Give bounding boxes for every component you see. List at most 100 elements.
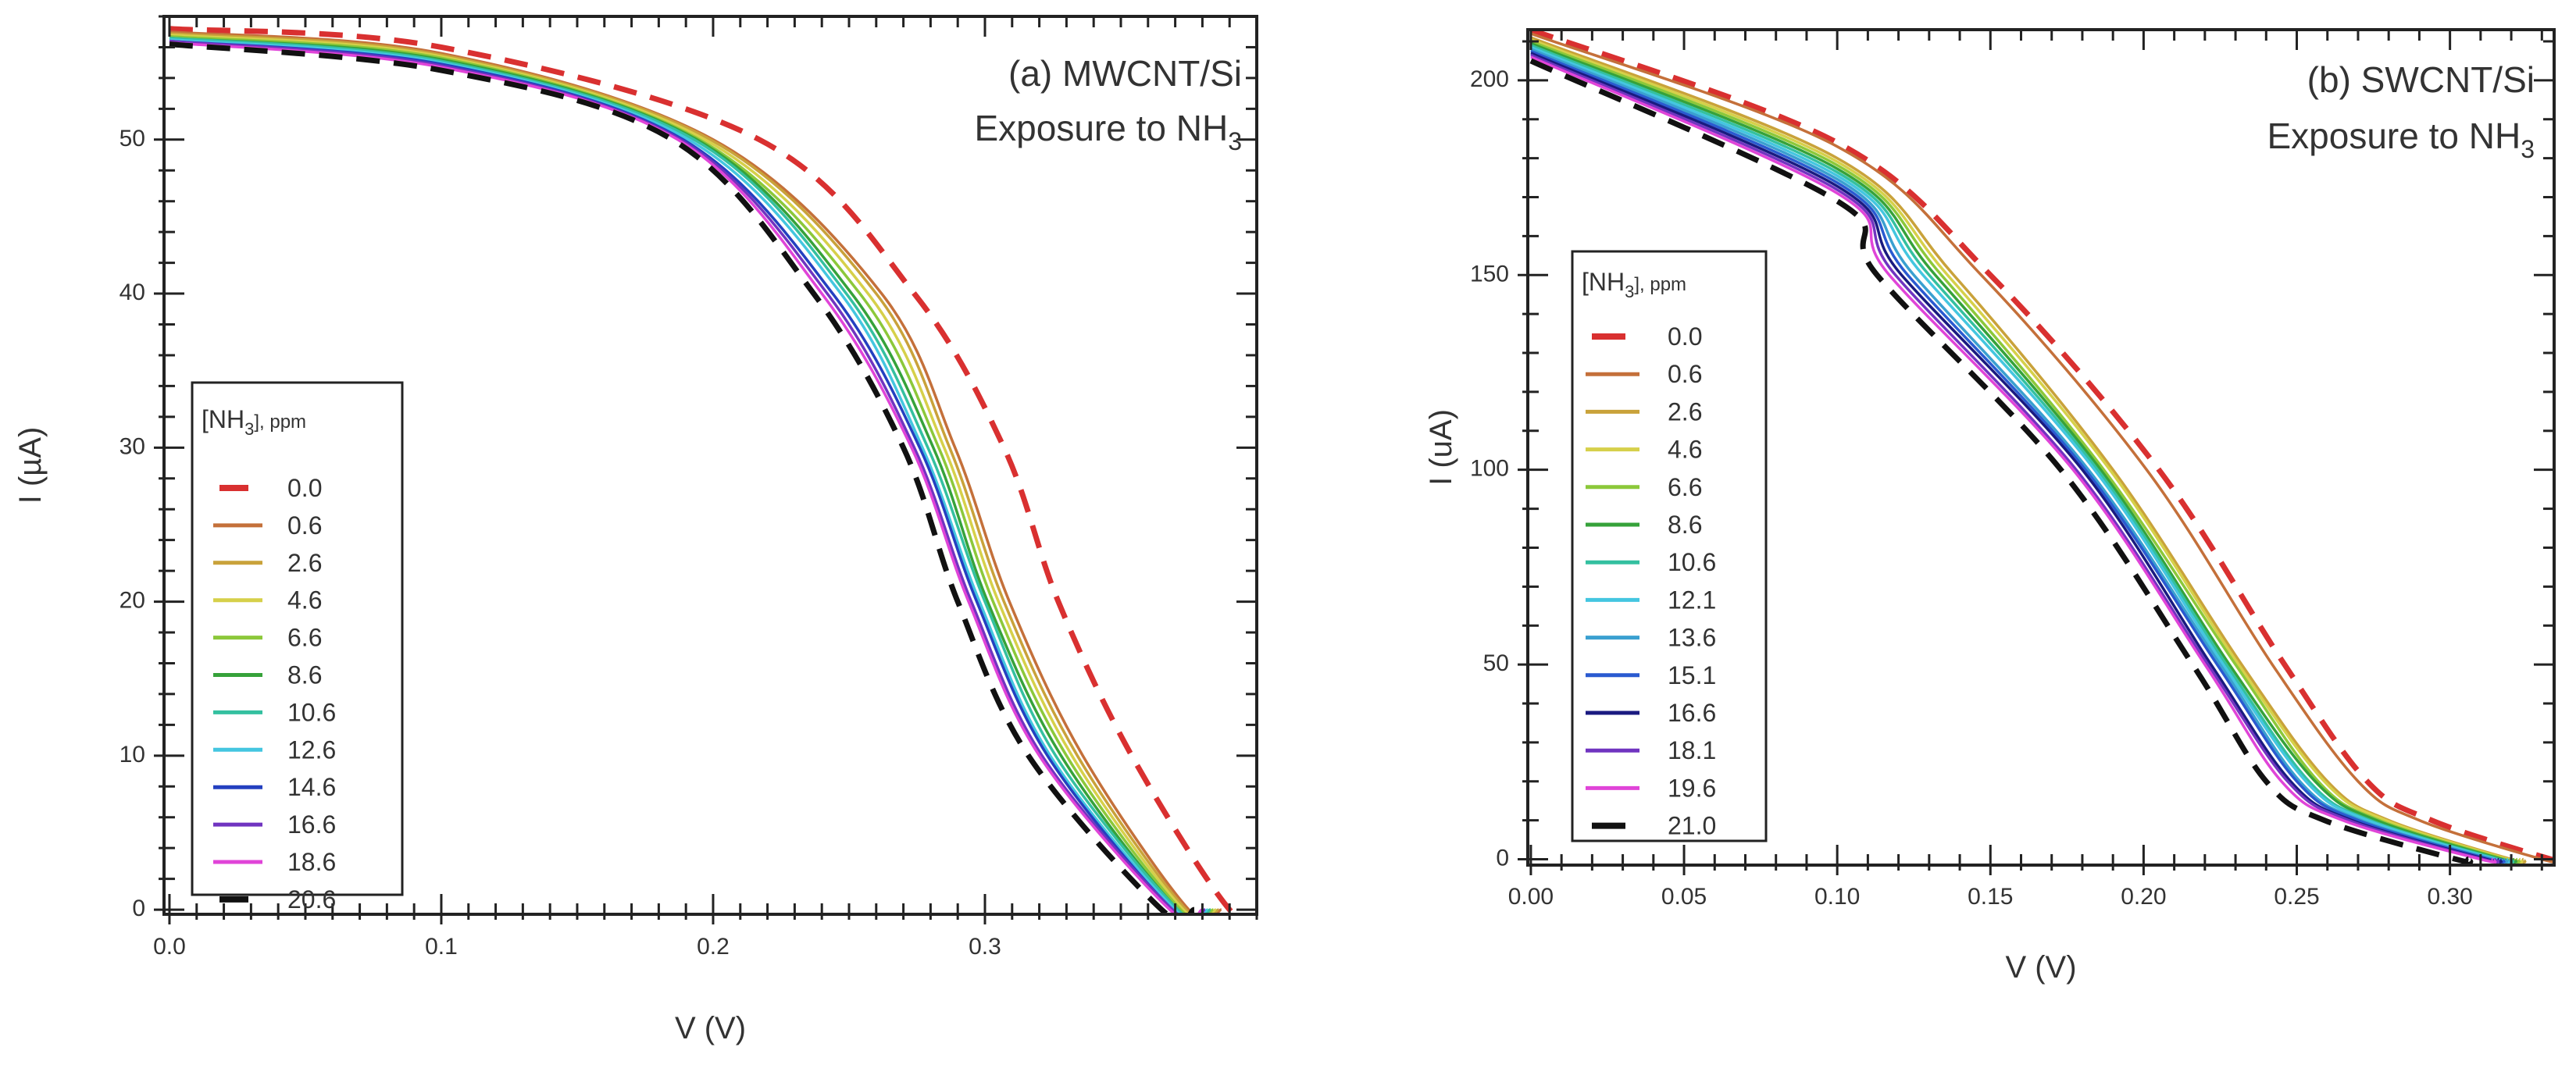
- y-tick-label: 0: [1496, 846, 1509, 871]
- title-subscript: 3: [1228, 127, 1242, 155]
- legend: [NH3], ppm 0.0 0.6 2.6 4.6 6.6 8.6 10.6 12.1 13.6…: [1571, 250, 1768, 842]
- series-line-6-6: [169, 34, 1215, 914]
- chart-title-line2: Exposure to NH3: [975, 108, 1243, 155]
- chart-title-line1: (b) SWCNT/Si: [2307, 59, 2535, 100]
- series-line-20-6: [169, 41, 1196, 914]
- x-tick-label: 0.25: [2274, 884, 2319, 910]
- x-tick-label: 0.0: [153, 934, 186, 960]
- y-tick-label: 40: [120, 280, 145, 305]
- legend-title-suffix: ], ppm: [1634, 274, 1686, 295]
- legend-label: 6.6: [287, 624, 322, 652]
- legend-title: [NH3], ppm: [1582, 268, 1686, 301]
- series-line-4-6: [1530, 37, 2524, 864]
- series-line-18-1: [1530, 53, 2500, 864]
- legend-title: [NH3], ppm: [202, 405, 306, 439]
- title-text: Exposure to NH: [975, 108, 1229, 148]
- legend-label: 8.6: [287, 661, 322, 689]
- legend-label: 0.6: [1668, 360, 1702, 388]
- series-line-16-6: [169, 39, 1206, 914]
- x-axis-label: V (V): [2005, 950, 2076, 985]
- legend-label: 10.6: [1668, 548, 1716, 576]
- series-line-8-6: [1530, 41, 2517, 864]
- legend-label: 6.6: [1668, 473, 1702, 501]
- x-tick-label: 0.3: [969, 934, 1001, 960]
- legend-box: [1571, 250, 1768, 842]
- x-tick-label: 0.2: [697, 934, 730, 960]
- chart-title-line2: Exposure to NH3: [2267, 116, 2535, 163]
- series-line-4-6: [169, 33, 1217, 914]
- series-line-12-1: [1530, 45, 2512, 864]
- legend-label: 16.6: [1668, 699, 1716, 727]
- legend-label: 21.0: [1668, 812, 1716, 840]
- series-line-0-6: [1530, 32, 2554, 864]
- legend-label: 18.1: [1668, 736, 1716, 764]
- series-line-19-6: [1530, 55, 2497, 864]
- x-tick-label: 0.10: [1814, 884, 1860, 910]
- x-tick-label: 0.15: [1968, 884, 2013, 910]
- series-line-0-0: [169, 26, 1257, 914]
- x-tick-label: 0.00: [1508, 884, 1554, 910]
- legend-label: 12.1: [1668, 586, 1716, 614]
- legend-label: 0.0: [287, 474, 322, 502]
- legend-title-subscript: 3: [244, 419, 254, 439]
- panel-b-swcnt-chart: 0.00 0.05 0.10 0.15 0.20 0.25 0.30 0 50 100 150 200…: [1424, 28, 2556, 985]
- y-tick-label: 10: [120, 742, 145, 767]
- legend-label: 19.6: [1668, 774, 1716, 802]
- series-line-12-6: [169, 37, 1209, 914]
- title-text: Exposure to NH: [2267, 116, 2521, 156]
- y-tick-label: 30: [120, 433, 145, 459]
- x-tick-label: 0.20: [2121, 884, 2166, 910]
- series-line-0-0: [1529, 30, 2554, 864]
- legend-label: 20.6: [287, 885, 336, 914]
- plot-frame: [1526, 28, 2556, 867]
- legend-label: 10.6: [287, 698, 336, 726]
- y-axis-label: I (µA): [13, 427, 48, 504]
- series-line-2-6: [169, 31, 1219, 914]
- y-tick-label: 0: [132, 896, 145, 921]
- x-tick-label: 0.30: [2427, 884, 2472, 910]
- legend-label: 15.1: [1668, 661, 1716, 689]
- y-tick-label: 100: [1470, 456, 1509, 482]
- title-subscript: 3: [2521, 135, 2535, 163]
- legend-title-text: [NH: [1582, 268, 1625, 296]
- y-tick-label: 20: [120, 588, 145, 614]
- series-line-18-6: [169, 41, 1204, 914]
- chart-title-line1: (a) MWCNT/Si: [1008, 53, 1242, 94]
- x-tick-label: 0.1: [425, 934, 458, 960]
- y-tick-label: 200: [1470, 66, 1509, 92]
- legend-label: 13.6: [1668, 624, 1716, 652]
- series-line-8-6: [169, 36, 1211, 914]
- series-line-10-6: [169, 36, 1211, 914]
- ticks-group: [154, 15, 1258, 924]
- series-group: [1529, 30, 2554, 865]
- legend-label: 4.6: [1668, 436, 1702, 464]
- legend-label: 0.6: [287, 511, 322, 540]
- legend-label: 0.0: [1668, 322, 1702, 351]
- y-tick-label: 50: [120, 126, 145, 151]
- legend-label: 12.6: [287, 735, 336, 764]
- legend-label: 2.6: [1668, 397, 1702, 426]
- legend-title-suffix: ], ppm: [254, 411, 306, 433]
- legend-label: 4.6: [287, 586, 322, 614]
- plot-frame: [162, 15, 1258, 916]
- series-line-21-0: [1529, 58, 2474, 865]
- legend: [NH3], ppm 0.0 0.6 2.6 4.6 6.6 8.6 10.6 12.6 14.6…: [191, 381, 404, 914]
- x-tick-label: 0.05: [1661, 884, 1707, 910]
- legend-label: 8.6: [1668, 511, 1702, 539]
- ticks-group: [1518, 30, 2554, 875]
- legend-label: 14.6: [287, 773, 336, 801]
- y-tick-label: 50: [1483, 650, 1509, 676]
- series-line-14-6: [169, 39, 1206, 914]
- x-axis-label: V (V): [675, 1011, 746, 1045]
- y-tick-label: 150: [1470, 261, 1509, 287]
- legend-label: 18.6: [287, 848, 336, 876]
- series-group: [169, 26, 1257, 914]
- series-line-15-1: [1530, 49, 2506, 864]
- series-line-0-6: [169, 30, 1222, 914]
- legend-title-subscript: 3: [1625, 282, 1634, 301]
- legend-title-text: [NH: [202, 405, 244, 433]
- panel-a-mwcnt-chart: 0.0 0.1 0.2 0.3 0 10 20 30 40 50 V (V) I (µA) (a) MW…: [13, 15, 1258, 1045]
- y-axis-label: I (uA): [1424, 409, 1458, 486]
- legend-label: 2.6: [287, 549, 322, 577]
